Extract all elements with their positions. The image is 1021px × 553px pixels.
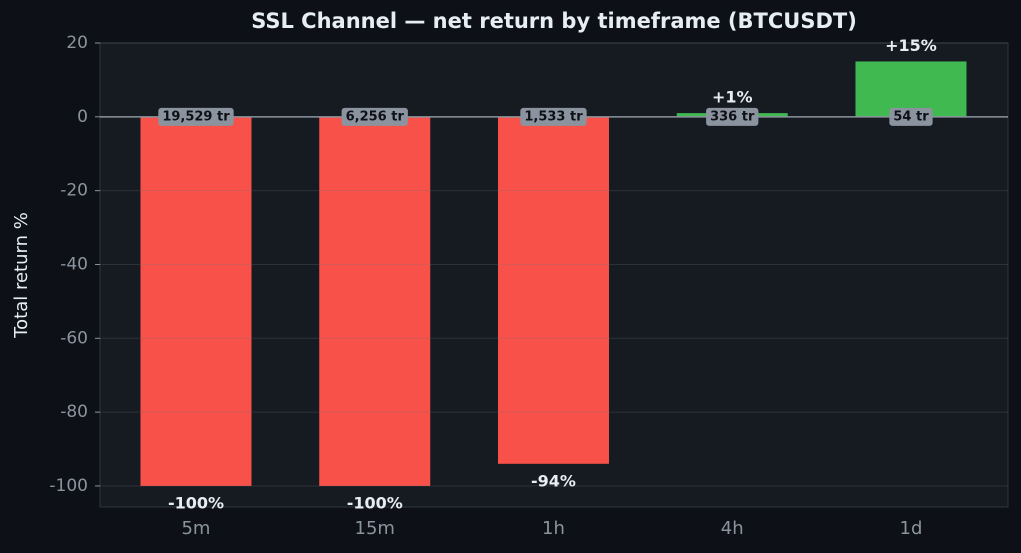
trade-label: 336 tr [710,109,755,124]
trade-label-box [158,107,234,126]
x-tick-label: 15m [355,518,395,539]
y-tick-label: -60 [60,328,88,348]
value-label: -94% [531,471,576,490]
bar [497,116,609,464]
bar [140,116,252,486]
y-tick-label: -40 [60,254,88,274]
y-tick-label: -20 [60,181,88,201]
bar [855,61,967,117]
x-tick-label: 5m [181,518,210,539]
trade-label-box [520,107,587,126]
y-tick-label: 20 [66,33,88,53]
value-label: +1% [712,88,753,107]
trade-label-box [706,107,759,126]
y-tick-label: -100 [49,476,88,496]
x-tick-label: 1h [542,518,565,539]
trade-label: 54 tr [893,109,929,124]
trade-label: 1,533 tr [524,109,583,124]
chart-title: SSL Channel — net return by timeframe (B… [251,9,857,33]
bar [319,116,431,486]
value-label: -100% [347,493,403,512]
x-tick-label: 1d [900,518,923,539]
trade-label-box [341,107,408,126]
y-tick-label: -80 [60,402,88,422]
trade-label: 6,256 tr [346,109,405,124]
x-tick-label: 4h [721,518,744,539]
value-label: +15% [885,36,937,55]
value-label: -100% [168,493,224,512]
y-axis-label: Total return % [11,212,32,339]
trade-label: 19,529 tr [162,109,230,124]
trade-label-box [889,107,933,126]
y-tick-label: 0 [77,107,88,127]
